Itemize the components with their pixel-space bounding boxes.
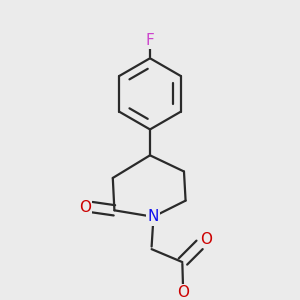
Text: O: O — [200, 232, 212, 247]
Text: F: F — [146, 33, 154, 48]
Text: O: O — [79, 200, 91, 214]
Text: O: O — [177, 285, 189, 300]
Text: N: N — [148, 209, 159, 224]
